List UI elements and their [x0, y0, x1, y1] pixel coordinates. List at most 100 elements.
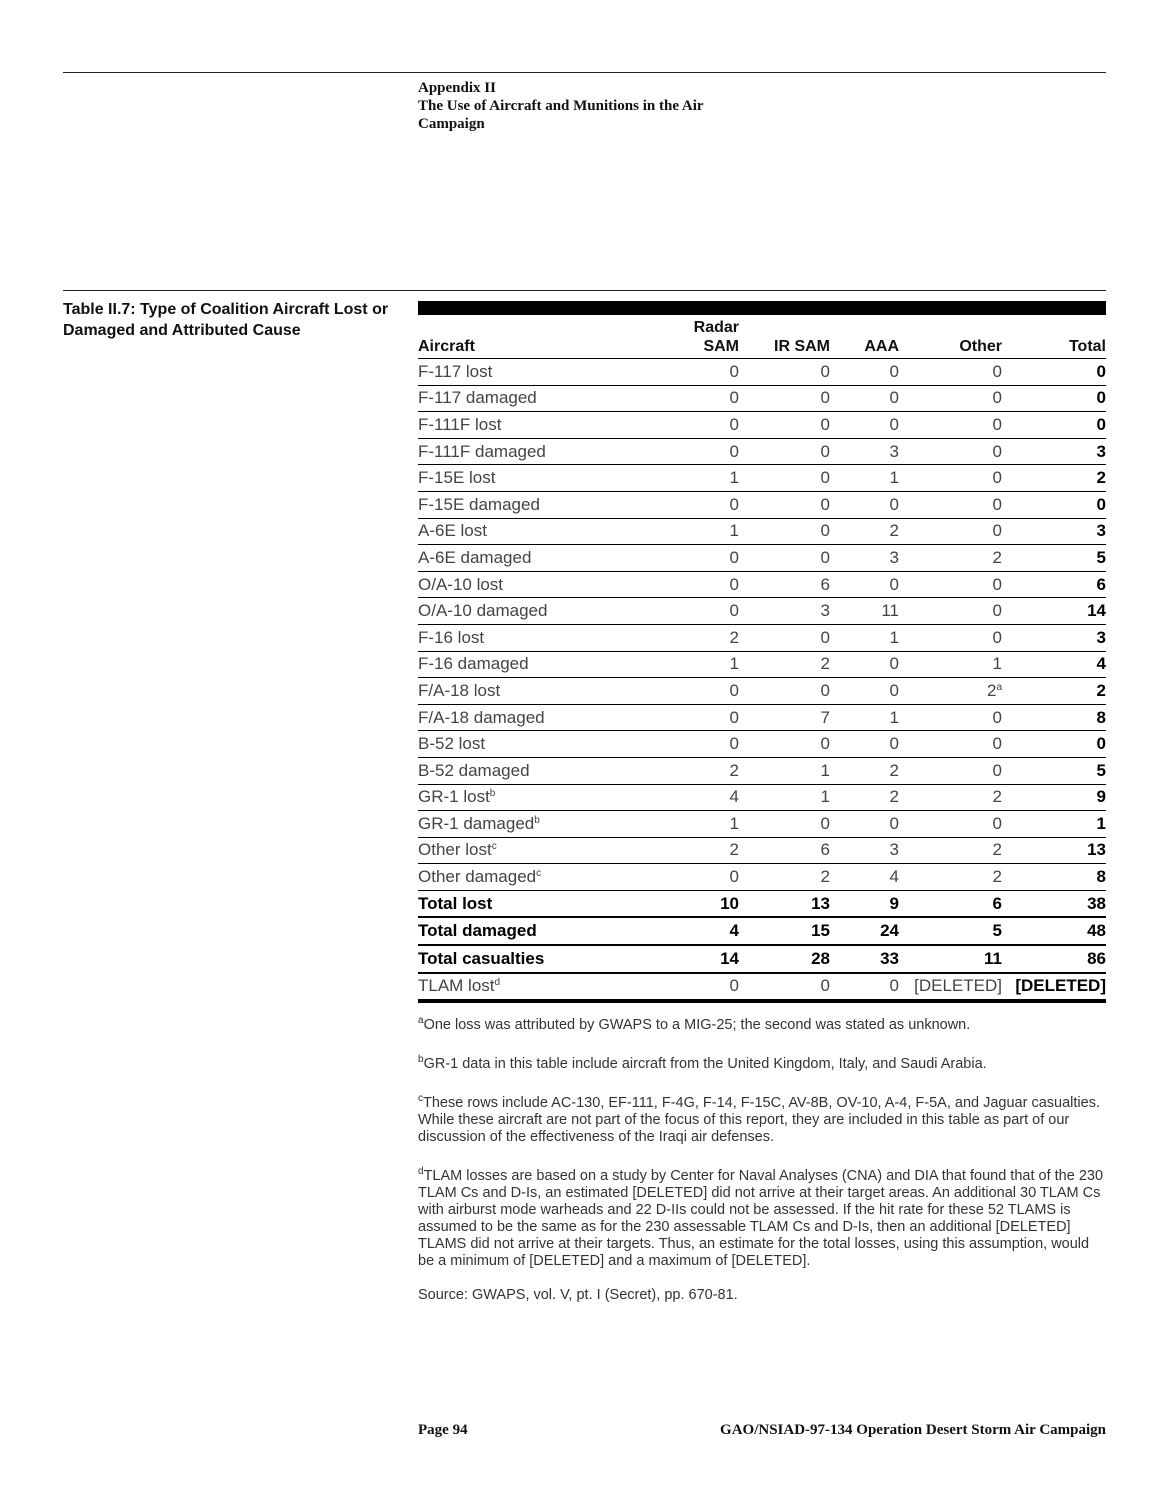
cell-total: 13 — [1002, 837, 1106, 865]
cell-aaa: 2 — [830, 518, 899, 546]
cell-ir-sam: 0 — [739, 358, 830, 386]
footnote-text: Source: GWAPS, vol. V, pt. I (Secret), p… — [418, 1287, 738, 1303]
cell-aaa: 0 — [830, 677, 899, 705]
cell-other: 0 — [899, 597, 1002, 625]
table-header-row: Aircraft Radar SAM IR SAM AAA Other Total — [418, 318, 1106, 359]
top-rule — [63, 72, 1106, 73]
cell-ir-sam: 6 — [739, 837, 830, 865]
table-caption: Table II.7: Type of Coalition Aircraft L… — [63, 301, 389, 339]
cell-other: 0 — [899, 810, 1002, 838]
aircraft-name: Other lost — [418, 840, 492, 860]
footnote-mark: a — [996, 681, 1002, 693]
cell-ir-sam: 3 — [739, 597, 830, 625]
cell-ir-sam: 0 — [739, 411, 830, 439]
cell-radar-sam: 0 — [618, 597, 739, 625]
aircraft-name: GR-1 lost — [418, 787, 490, 807]
footnote-mark: d — [418, 1166, 424, 1177]
cell-total: 3 — [1002, 624, 1106, 652]
col-radar-bottom: SAM — [703, 338, 739, 355]
cell-total: 2 — [1002, 464, 1106, 492]
cell-aaa: 3 — [830, 438, 899, 466]
table-row: A-6E lost 1 0 2 0 3 — [418, 518, 1106, 546]
cell-ir-sam: 0 — [739, 624, 830, 652]
cell-aaa: 3 — [830, 544, 899, 572]
table-row: GR-1 damagedb 1 0 0 0 1 — [418, 810, 1106, 838]
cell-radar-sam: 1 — [618, 810, 739, 838]
cell-radar-sam: 0 — [618, 491, 739, 519]
other-value: 0 — [992, 414, 1002, 434]
aircraft-name: TLAM lost — [418, 976, 495, 996]
aircraft-name: A-6E lost — [418, 521, 487, 541]
cell-ir-sam: 1 — [739, 784, 830, 812]
cell-other: 1 — [899, 651, 1002, 679]
cell-radar-sam: 0 — [618, 704, 739, 732]
footnote-mark: b — [489, 788, 496, 800]
cell-total: [DELETED] — [1002, 972, 1106, 1004]
aircraft-name: Other damaged — [418, 867, 537, 887]
footnote: bGR-1 data in this table include aircraf… — [418, 1051, 1108, 1073]
cell-total: 0 — [1002, 491, 1106, 519]
cell-other: 0 — [899, 464, 1002, 492]
other-value: 0 — [992, 494, 1002, 514]
aircraft-name: B-52 damaged — [418, 760, 530, 780]
col-aircraft: Aircraft — [418, 318, 618, 359]
other-value: 5 — [992, 921, 1002, 941]
row-label: GR-1 lostb — [418, 784, 618, 812]
table-row: Total casualties 14 28 33 11 86 — [418, 945, 1106, 974]
cell-radar-sam: 0 — [618, 730, 739, 758]
cell-aaa: 0 — [830, 358, 899, 386]
cell-aaa: 4 — [830, 863, 899, 891]
table-row: F-117 lost 0 0 0 0 0 — [418, 358, 1106, 386]
table-row: TLAM lostd 0 0 0 [DELETED] [DELETED] — [418, 972, 1106, 1004]
cell-ir-sam: 0 — [739, 518, 830, 546]
aircraft-name: F-117 lost — [418, 361, 493, 381]
table-row: A-6E damaged 0 0 3 2 5 — [418, 544, 1106, 572]
cell-aaa: 0 — [830, 385, 899, 413]
col-total: Total — [1002, 318, 1106, 359]
cell-radar-sam: 0 — [618, 358, 739, 386]
aircraft-name: A-6E damaged — [418, 547, 532, 567]
cell-ir-sam: 6 — [739, 571, 830, 599]
other-value: 0 — [992, 760, 1002, 780]
cell-aaa: 1 — [830, 624, 899, 652]
cell-ir-sam: 0 — [739, 730, 830, 758]
cell-total: 0 — [1002, 730, 1106, 758]
other-value: 0 — [992, 601, 1002, 621]
running-header: Appendix II The Use of Aircraft and Muni… — [418, 79, 704, 133]
footnote-text: These rows include AC-130, EF-111, F-4G,… — [418, 1095, 1100, 1145]
cell-other: 5 — [899, 917, 1002, 947]
other-value: 2 — [992, 840, 1002, 860]
header-line: Campaign — [418, 116, 485, 132]
cell-aaa: 2 — [830, 784, 899, 812]
cell-radar-sam: 0 — [618, 863, 739, 891]
cell-other: 0 — [899, 438, 1002, 466]
footnote-text: One loss was attributed by GWAPS to a MI… — [423, 1017, 971, 1033]
cell-radar-sam: 1 — [618, 651, 739, 679]
cell-ir-sam: 15 — [739, 917, 830, 947]
header-line: Appendix II — [418, 80, 496, 96]
row-label: F-111F damaged — [418, 438, 618, 466]
cell-radar-sam: 1 — [618, 464, 739, 492]
cell-aaa: 1 — [830, 464, 899, 492]
col-radar-top: Radar — [693, 319, 739, 336]
cell-other: 0 — [899, 704, 1002, 732]
cell-aaa: 0 — [830, 730, 899, 758]
cell-radar-sam: 0 — [618, 972, 739, 1004]
cell-radar-sam: 0 — [618, 571, 739, 599]
table-row: F-15E lost 1 0 1 0 2 — [418, 464, 1106, 492]
other-value: 2 — [986, 680, 997, 700]
cell-ir-sam: 7 — [739, 704, 830, 732]
other-value: 0 — [992, 813, 1002, 833]
cell-ir-sam: 0 — [739, 438, 830, 466]
table-row: Total damaged 4 15 24 5 48 — [418, 917, 1106, 947]
other-value: 0 — [992, 627, 1002, 647]
cell-total: 2 — [1002, 677, 1106, 705]
other-value: 11 — [984, 948, 1002, 968]
aircraft-name: B-52 lost — [418, 734, 486, 754]
other-value: 0 — [992, 361, 1002, 381]
cell-other: 0 — [899, 385, 1002, 413]
table-row: F-117 damaged 0 0 0 0 0 — [418, 385, 1106, 413]
col-other: Other — [899, 318, 1002, 359]
cell-aaa: 24 — [830, 917, 899, 947]
cell-total: 8 — [1002, 704, 1106, 732]
